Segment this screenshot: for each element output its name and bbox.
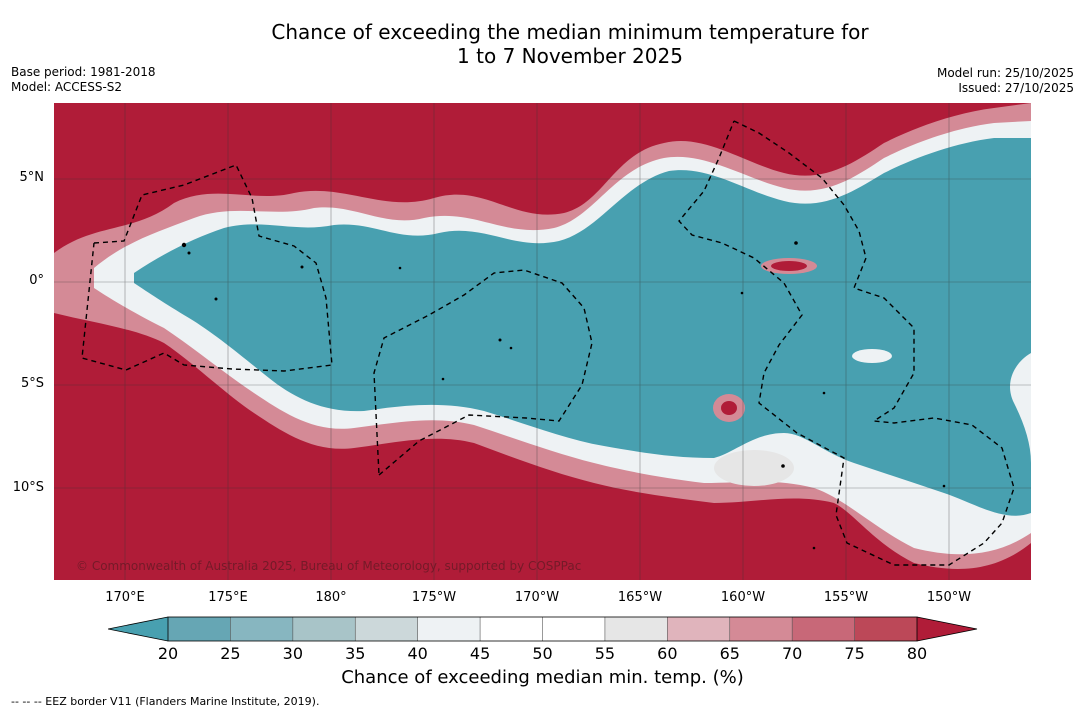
lon-label-175e: 175°E bbox=[208, 590, 248, 605]
colorbar bbox=[108, 616, 978, 642]
lon-label-150w: 150°W bbox=[926, 590, 972, 605]
eez-borders bbox=[81, 120, 1015, 566]
colorbar-tick-20: 20 bbox=[157, 644, 179, 663]
colorbar-tick-50: 50 bbox=[532, 644, 553, 663]
forecast-map bbox=[54, 103, 1031, 580]
colorbar-tick-65: 65 bbox=[719, 644, 740, 663]
meta-left: Base period: 1981-2018 Model: ACCESS-S2 bbox=[11, 65, 156, 95]
lat-label-5n: 5°N bbox=[19, 170, 45, 185]
graticule bbox=[54, 103, 1031, 580]
colorbar-bin-below-20 bbox=[108, 617, 168, 641]
colorbar-bin-above-80 bbox=[917, 617, 977, 641]
islands bbox=[181, 241, 946, 550]
colorbar-bin-75-80 bbox=[854, 617, 918, 641]
lat-label-0: 0° bbox=[29, 273, 44, 288]
title-line-2: 1 to 7 November 2025 bbox=[457, 44, 683, 68]
colorbar-bin-20-25 bbox=[168, 617, 231, 641]
colorbar-bin-60-65 bbox=[667, 617, 731, 641]
warm-pocket-1-core bbox=[771, 261, 807, 271]
lon-label-180: 180° bbox=[315, 590, 347, 605]
lon-label-160w: 160°W bbox=[720, 590, 766, 605]
colorbar-bin-45-50 bbox=[480, 617, 543, 641]
warm-pocket-3-core bbox=[721, 401, 737, 415]
colorbar-bin-65-70 bbox=[729, 617, 793, 641]
colorbar-tick-25: 25 bbox=[220, 644, 241, 663]
chart-title: Chance of exceeding the median minimum t… bbox=[0, 20, 1085, 68]
eez-kiribati-gilberts bbox=[81, 164, 333, 372]
colorbar-tick-40: 40 bbox=[407, 644, 428, 663]
issued-date: Issued: 27/10/2025 bbox=[958, 81, 1074, 95]
colorbar-tick-30: 30 bbox=[282, 644, 303, 663]
colorbar-bin-30-35 bbox=[292, 617, 356, 641]
warm-pocket-2 bbox=[852, 349, 892, 363]
lon-label-155w: 155°W bbox=[823, 590, 869, 605]
colorbar-right-arrow-outline bbox=[916, 616, 978, 642]
colorbar-tick-70: 70 bbox=[781, 644, 803, 663]
colorbar-left-arrow-outline bbox=[108, 616, 169, 642]
colorbar-bin-50-55 bbox=[542, 617, 606, 641]
colorbar-bin-35-40 bbox=[355, 617, 419, 641]
colorbar-bin-40-45 bbox=[417, 617, 481, 641]
lat-label-5s: 5°S bbox=[20, 376, 44, 391]
colorbar-title: Chance of exceeding median min. temp. (%… bbox=[341, 667, 744, 688]
colorbar-tick-55: 55 bbox=[594, 644, 616, 663]
colorbar-tick-75: 75 bbox=[844, 644, 865, 663]
lon-label-170w: 170°W bbox=[514, 590, 560, 605]
colorbar-tick-45: 45 bbox=[469, 644, 491, 663]
title-line-1: Chance of exceeding the median minimum t… bbox=[271, 20, 869, 44]
base-period: Base period: 1981-2018 bbox=[11, 65, 156, 79]
eez-line-islands bbox=[678, 120, 1015, 566]
colorbar-bin-25-30 bbox=[230, 617, 294, 641]
low-chance-region bbox=[134, 138, 1031, 516]
colorbar-bin-70-75 bbox=[792, 617, 856, 641]
lon-label-175w: 175°W bbox=[411, 590, 457, 605]
model-name: Model: ACCESS-S2 bbox=[11, 80, 123, 94]
colorbar-tick-80: 80 bbox=[906, 644, 928, 663]
colorbar-bin-55-60 bbox=[604, 617, 668, 641]
cool-patch bbox=[714, 450, 794, 486]
eez-phoenix bbox=[373, 269, 593, 476]
lon-label-170e: 170°E bbox=[105, 590, 145, 605]
map-canvas bbox=[54, 103, 1031, 580]
colorbar-tick-60: 60 bbox=[657, 644, 678, 663]
colorbar-frame bbox=[167, 616, 918, 642]
lon-label-165w: 165°W bbox=[617, 590, 663, 605]
meta-right: Model run: 25/10/2025 Issued: 27/10/2025 bbox=[937, 66, 1074, 96]
lat-label-10s: 10°S bbox=[12, 480, 44, 495]
model-run: Model run: 25/10/2025 bbox=[936, 66, 1074, 80]
eez-footnote: -- -- -- EEZ border V11 (Flanders Marine… bbox=[11, 695, 320, 708]
colorbar-tick-35: 35 bbox=[345, 644, 366, 663]
copyright-notice: © Commonwealth of Australia 2025, Bureau… bbox=[76, 559, 582, 573]
